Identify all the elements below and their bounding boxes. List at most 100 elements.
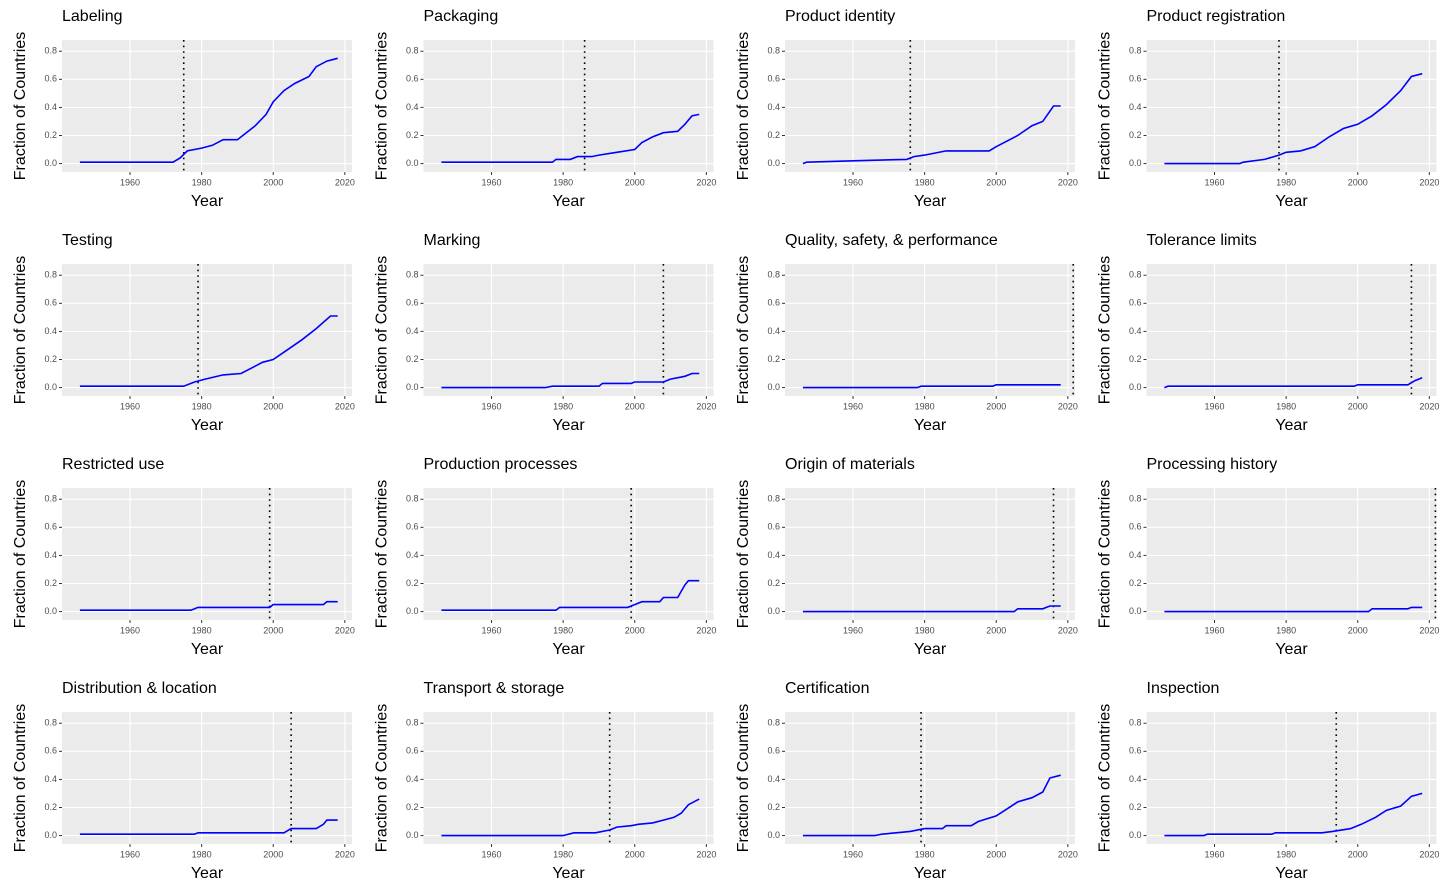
y-tick-label: 0.0: [406, 158, 419, 168]
x-tick-label: 1960: [482, 625, 502, 635]
y-tick-label: 0.6: [767, 74, 780, 84]
x-tick-label: 2020: [1419, 177, 1439, 187]
x-tick-label: 2000: [1348, 625, 1368, 635]
y-tick-label: 0.0: [44, 830, 57, 840]
y-axis-title: Fraction of Countries: [1097, 256, 1114, 405]
x-tick-label: 1960: [482, 401, 502, 411]
y-axis-title: Fraction of Countries: [735, 480, 752, 629]
x-tick-label: 1960: [120, 177, 140, 187]
x-tick-label: 1980: [553, 177, 573, 187]
plot-background: [785, 488, 1075, 620]
plot-background: [423, 264, 714, 396]
y-tick-label: 0.8: [1129, 270, 1142, 280]
x-tick-label: 1960: [120, 401, 140, 411]
x-tick-label: 1960: [482, 849, 502, 859]
y-tick-label: 0.2: [767, 130, 780, 140]
y-tick-label: 0.8: [44, 494, 57, 504]
panel-title: Inspection: [1147, 680, 1220, 697]
plot-background: [62, 264, 352, 396]
y-tick-label: 0.2: [406, 130, 419, 140]
panel: 1960 1980 2000 2020 0.0 0.2 0.4 0.6 0.8 Distribut…: [12, 680, 355, 882]
panel-title: Labeling: [62, 8, 123, 25]
panel: 1960 1980 2000 2020 0.0 0.2 0.4 0.6 0.8 Quality, …: [735, 232, 1078, 434]
x-tick-label: 2020: [1058, 177, 1078, 187]
data-line: [79, 600, 338, 611]
x-tick-label: 2000: [986, 849, 1006, 859]
y-tick-label: 0.4: [767, 102, 780, 112]
x-tick-label: 2020: [335, 401, 355, 411]
y-tick-label: 0.6: [406, 522, 419, 532]
data-line: [802, 384, 1061, 389]
y-tick-label: 0.4: [767, 774, 780, 784]
panel: 1960 1980 2000 2020 0.0 0.2 0.4 0.6 0.8 Inspectio…: [1097, 680, 1440, 882]
panel-title: Transport & storage: [424, 680, 565, 697]
panel: 1960 1980 2000 2020 0.0 0.2 0.4 0.6 0.8 Processin…: [1097, 456, 1440, 658]
x-tick-label: 1960: [120, 625, 140, 635]
y-tick-label: 0.8: [767, 718, 780, 728]
data-line: [79, 315, 338, 387]
x-tick-label: 1980: [915, 401, 935, 411]
y-tick-label: 0.4: [406, 774, 419, 784]
y-tick-label: 0.0: [406, 830, 419, 840]
x-tick-label: 1980: [553, 401, 573, 411]
panel-title: Packaging: [424, 8, 499, 25]
x-tick-label: 1980: [915, 625, 935, 635]
plot-background: [62, 40, 352, 172]
x-axis-title: Year: [914, 193, 947, 210]
y-tick-label: 0.4: [406, 550, 419, 560]
panel: 1960 1980 2000 2020 0.0 0.2 0.4 0.6 0.8 Marking Ye…: [374, 232, 717, 434]
y-tick-label: 0.8: [767, 270, 780, 280]
panel: 1960 1980 2000 2020 0.0 0.2 0.4 0.6 0.8 Labeling Y…: [12, 8, 355, 210]
panel-title: Distribution & location: [62, 680, 217, 697]
x-tick-label: 1980: [192, 849, 212, 859]
panel-title: Quality, safety, & performance: [785, 232, 998, 249]
y-tick-label: 0.2: [44, 578, 57, 588]
panel-title: Product registration: [1147, 8, 1286, 25]
y-tick-label: 0.6: [1129, 298, 1142, 308]
y-tick-label: 0.0: [767, 830, 780, 840]
y-tick-label: 0.6: [406, 298, 419, 308]
plot-background: [1146, 264, 1437, 396]
y-tick-label: 0.0: [1129, 158, 1142, 168]
x-tick-label: 2000: [1348, 177, 1368, 187]
y-tick-label: 0.2: [1129, 578, 1142, 588]
x-tick-label: 1980: [915, 849, 935, 859]
y-tick-label: 0.0: [44, 382, 57, 392]
panel: 1960 1980 2000 2020 0.0 0.2 0.4 0.6 0.8 Certifica…: [735, 680, 1078, 882]
panel-title: Marking: [424, 232, 481, 249]
x-tick-label: 1980: [915, 177, 935, 187]
y-tick-label: 0.8: [44, 718, 57, 728]
x-tick-label: 2020: [1058, 401, 1078, 411]
y-axis-title: Fraction of Countries: [374, 704, 391, 853]
y-tick-label: 0.0: [767, 606, 780, 616]
x-tick-label: 1980: [192, 625, 212, 635]
y-tick-label: 0.4: [406, 326, 419, 336]
panel-title: Origin of materials: [785, 456, 915, 473]
y-tick-label: 0.0: [44, 158, 57, 168]
y-axis-title: Fraction of Countries: [735, 32, 752, 181]
x-tick-label: 1960: [1205, 177, 1225, 187]
x-axis-title: Year: [1275, 417, 1308, 434]
y-tick-label: 0.0: [406, 382, 419, 392]
data-line: [1164, 606, 1423, 613]
x-tick-label: 2000: [263, 177, 283, 187]
data-line: [79, 57, 338, 163]
y-tick-label: 0.0: [1129, 382, 1142, 392]
x-axis-title: Year: [552, 865, 585, 882]
data-line: [441, 372, 700, 389]
panel: 1960 1980 2000 2020 0.0 0.2 0.4 0.6 0.8 Productio…: [374, 456, 717, 658]
panel: 1960 1980 2000 2020 0.0 0.2 0.4 0.6 0.8 Product r…: [1097, 8, 1440, 210]
y-tick-label: 0.6: [767, 522, 780, 532]
x-tick-label: 1980: [192, 401, 212, 411]
y-tick-label: 0.2: [767, 802, 780, 812]
x-tick-label: 2020: [335, 625, 355, 635]
x-tick-label: 1980: [1276, 849, 1296, 859]
y-axis-title: Fraction of Countries: [735, 704, 752, 853]
x-tick-label: 1960: [482, 177, 502, 187]
panel: 1960 1980 2000 2020 0.0 0.2 0.4 0.6 0.8 Restricte…: [12, 456, 355, 658]
plot-background: [62, 712, 352, 844]
x-tick-label: 2000: [263, 401, 283, 411]
panel-title: Restricted use: [62, 456, 164, 473]
x-axis-title: Year: [1275, 641, 1308, 658]
x-tick-label: 2000: [625, 401, 645, 411]
